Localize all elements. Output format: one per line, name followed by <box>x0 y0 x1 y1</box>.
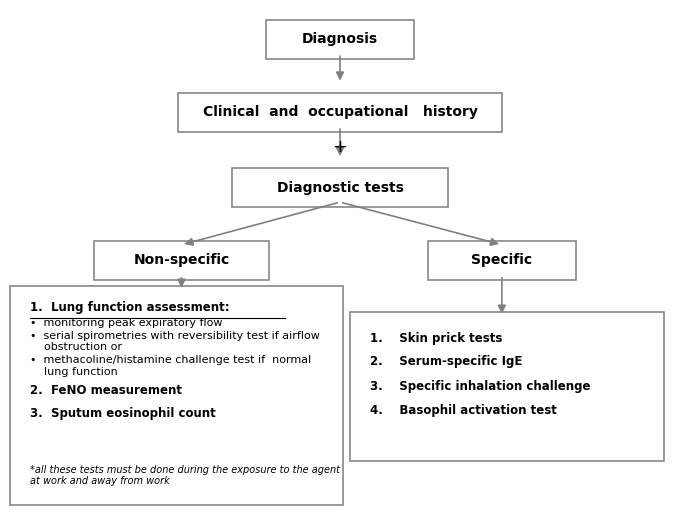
FancyBboxPatch shape <box>266 19 414 59</box>
Text: 4.    Basophil activation test: 4. Basophil activation test <box>371 404 557 417</box>
Text: 3.  Sputum eosinophil count: 3. Sputum eosinophil count <box>30 408 216 420</box>
FancyBboxPatch shape <box>428 241 576 280</box>
Text: •  methacoline/histamine challenge test if  normal: • methacoline/histamine challenge test i… <box>30 356 311 366</box>
Text: 1.    Skin prick tests: 1. Skin prick tests <box>371 332 503 345</box>
Text: Non-specific: Non-specific <box>133 254 230 267</box>
Text: •  serial spirometries with reversibility test if airflow: • serial spirometries with reversibility… <box>30 331 320 341</box>
Text: Diagnosis: Diagnosis <box>302 32 378 46</box>
FancyBboxPatch shape <box>232 168 448 207</box>
FancyBboxPatch shape <box>94 241 269 280</box>
Text: *all these tests must be done during the exposure to the agent: *all these tests must be done during the… <box>30 464 340 474</box>
Text: +: + <box>333 138 347 156</box>
Text: obstruction or: obstruction or <box>30 342 122 352</box>
Text: lung function: lung function <box>30 367 118 377</box>
FancyBboxPatch shape <box>10 287 343 505</box>
FancyBboxPatch shape <box>178 93 502 132</box>
Text: at work and away from work: at work and away from work <box>30 476 169 485</box>
Text: Clinical  and  occupational   history: Clinical and occupational history <box>203 105 477 119</box>
Text: Diagnostic tests: Diagnostic tests <box>277 180 403 195</box>
Text: •  monitoring peak expiratory flow: • monitoring peak expiratory flow <box>30 318 222 328</box>
Text: 2.  FeNO measurement: 2. FeNO measurement <box>30 384 182 397</box>
Text: 1.  Lung function assessment:: 1. Lung function assessment: <box>30 301 229 313</box>
Text: 3.    Specific inhalation challenge: 3. Specific inhalation challenge <box>371 380 591 393</box>
Text: Specific: Specific <box>471 254 532 267</box>
FancyBboxPatch shape <box>350 312 664 461</box>
Text: 2.    Serum-specific IgE: 2. Serum-specific IgE <box>371 356 523 368</box>
